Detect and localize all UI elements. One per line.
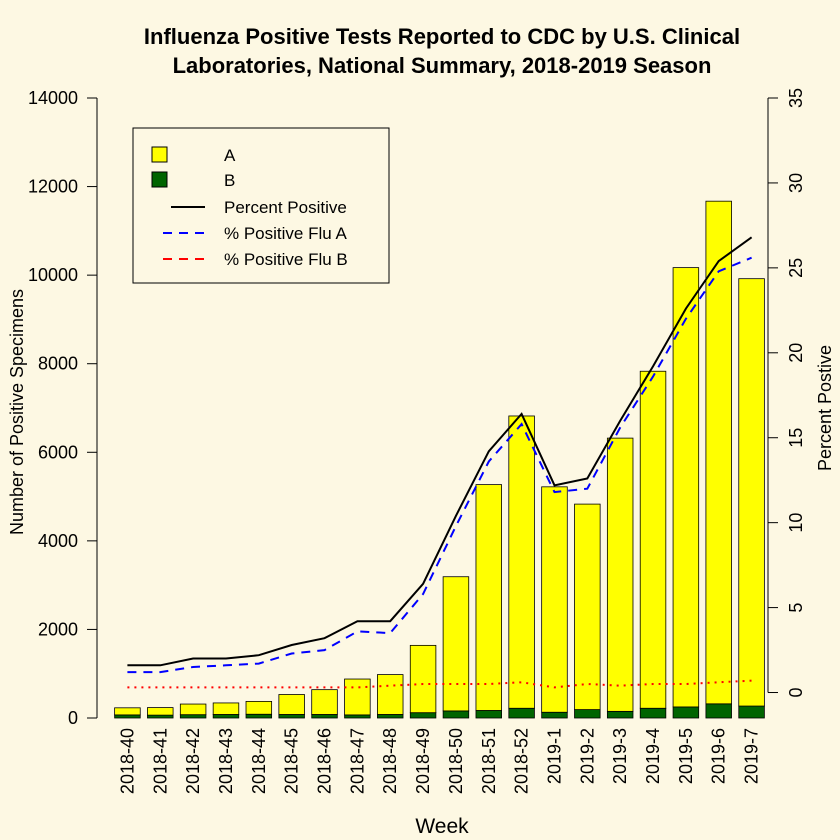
x-tick-label: 2018-50 bbox=[446, 728, 466, 794]
legend-swatch-b bbox=[151, 171, 168, 188]
bar-b bbox=[475, 710, 502, 719]
bar-a bbox=[442, 576, 470, 712]
bar-b bbox=[179, 714, 207, 719]
y-tick-label: 8000 bbox=[38, 354, 78, 374]
legend-swatch-a bbox=[151, 146, 168, 163]
x-tick-label: 2018-42 bbox=[183, 728, 203, 794]
bar-a bbox=[705, 200, 732, 705]
bar-b bbox=[705, 703, 732, 719]
x-tick-label: 2018-40 bbox=[117, 728, 137, 794]
bar-b bbox=[212, 714, 240, 719]
y2-tick-label: 20 bbox=[786, 343, 806, 363]
bar-a bbox=[475, 484, 502, 711]
line-layer bbox=[127, 236, 753, 689]
y2-tick-label: 35 bbox=[786, 88, 806, 108]
y-tick-label: 0 bbox=[68, 708, 78, 728]
bar-a bbox=[574, 503, 601, 710]
y2-tick-label: 10 bbox=[786, 513, 806, 533]
y2-tick-label: 25 bbox=[786, 258, 806, 278]
legend-label-b: B bbox=[224, 171, 235, 190]
x-tick-label: 2018-45 bbox=[282, 728, 302, 794]
y-tick-label: 2000 bbox=[38, 619, 78, 639]
x-tick-label: 2018-52 bbox=[512, 728, 532, 794]
y-tick-label: 6000 bbox=[38, 442, 78, 462]
bar-b bbox=[574, 709, 601, 719]
y2-tick-label: 30 bbox=[786, 173, 806, 193]
bar-b bbox=[114, 714, 141, 719]
bar-b bbox=[377, 714, 404, 719]
bar-a bbox=[212, 702, 240, 715]
y2-tick-label: 0 bbox=[786, 688, 806, 698]
bar-b bbox=[738, 705, 765, 719]
bar-a bbox=[179, 703, 207, 716]
legend: A B Percent Positive % Positive Flu A % … bbox=[132, 127, 390, 284]
x-tick-label: 2018-41 bbox=[150, 728, 170, 794]
line-flu-a bbox=[127, 256, 752, 674]
bar-a bbox=[278, 694, 305, 715]
x-tick-label: 2018-46 bbox=[315, 728, 335, 794]
bar-b bbox=[147, 714, 174, 719]
bar-a bbox=[639, 370, 667, 709]
bar-a bbox=[738, 278, 765, 707]
y-tick-label: 10000 bbox=[28, 265, 78, 285]
bar-a bbox=[541, 486, 568, 713]
bar-a bbox=[344, 678, 371, 716]
y-tick-label: 14000 bbox=[28, 88, 78, 108]
x-tick-label: 2019-7 bbox=[742, 728, 762, 784]
x-axis-label: Week bbox=[415, 815, 469, 838]
x-tick-label: 2018-51 bbox=[479, 728, 499, 794]
bar-layer bbox=[114, 200, 765, 719]
bar-b bbox=[344, 714, 371, 719]
legend-box bbox=[132, 127, 390, 284]
bar-a bbox=[245, 700, 273, 715]
x-tick-label: 2018-49 bbox=[413, 728, 433, 794]
bar-b bbox=[541, 711, 568, 719]
bar-b bbox=[508, 707, 535, 719]
bar-b bbox=[672, 706, 700, 719]
bar-b bbox=[245, 713, 273, 719]
x-tick-label: 2019-2 bbox=[577, 728, 597, 784]
legend-label-flu-a: % Positive Flu A bbox=[224, 224, 347, 243]
bar-b bbox=[606, 710, 634, 719]
bar-a bbox=[147, 707, 174, 716]
axes: 0 2000 4000 6000 8000 10000 12000 14000 0 5 10 15 20… bbox=[28, 88, 806, 794]
legend-label-percent-positive: Percent Positive bbox=[224, 198, 347, 217]
x-tick-label: 2018-47 bbox=[347, 728, 367, 794]
bar-a bbox=[409, 644, 437, 714]
x-tick-label: 2019-1 bbox=[545, 728, 565, 784]
y2-axis-label: Percent Postive bbox=[815, 345, 835, 471]
y-axis-label: Number of Positive Specimens bbox=[7, 289, 27, 535]
y2-tick-label: 5 bbox=[786, 603, 806, 613]
x-tick-label: 2019-6 bbox=[709, 728, 729, 784]
bar-b bbox=[278, 714, 305, 719]
chart-title-line-2: Laboratories, National Summary, 2018-201… bbox=[173, 53, 712, 78]
line-percent-positive bbox=[127, 236, 753, 667]
legend-label-a: A bbox=[224, 146, 236, 165]
bar-b bbox=[311, 714, 338, 719]
y-tick-label: 4000 bbox=[38, 531, 78, 551]
x-tick-label: 2018-48 bbox=[380, 728, 400, 794]
x-tick-label: 2018-43 bbox=[216, 728, 236, 794]
bar-a bbox=[672, 267, 700, 708]
x-tick-label: 2019-5 bbox=[676, 728, 696, 784]
bar-b bbox=[409, 712, 437, 719]
bar-a bbox=[311, 689, 338, 715]
bar-a bbox=[114, 707, 141, 716]
x-tick-label: 2019-4 bbox=[643, 728, 663, 784]
bar-a bbox=[606, 437, 634, 712]
bar-a bbox=[377, 674, 404, 715]
bar-a bbox=[508, 415, 535, 709]
y-tick-label: 12000 bbox=[28, 177, 78, 197]
y2-tick-label: 15 bbox=[786, 428, 806, 448]
chart-title-line-1: Influenza Positive Tests Reported to CDC… bbox=[144, 24, 740, 49]
legend-label-flu-b: % Positive Flu B bbox=[224, 250, 348, 269]
x-tick-label: 2018-44 bbox=[249, 728, 269, 794]
bar-b bbox=[639, 707, 667, 719]
bar-b bbox=[442, 710, 470, 719]
x-tick-label: 2019-3 bbox=[610, 728, 630, 784]
